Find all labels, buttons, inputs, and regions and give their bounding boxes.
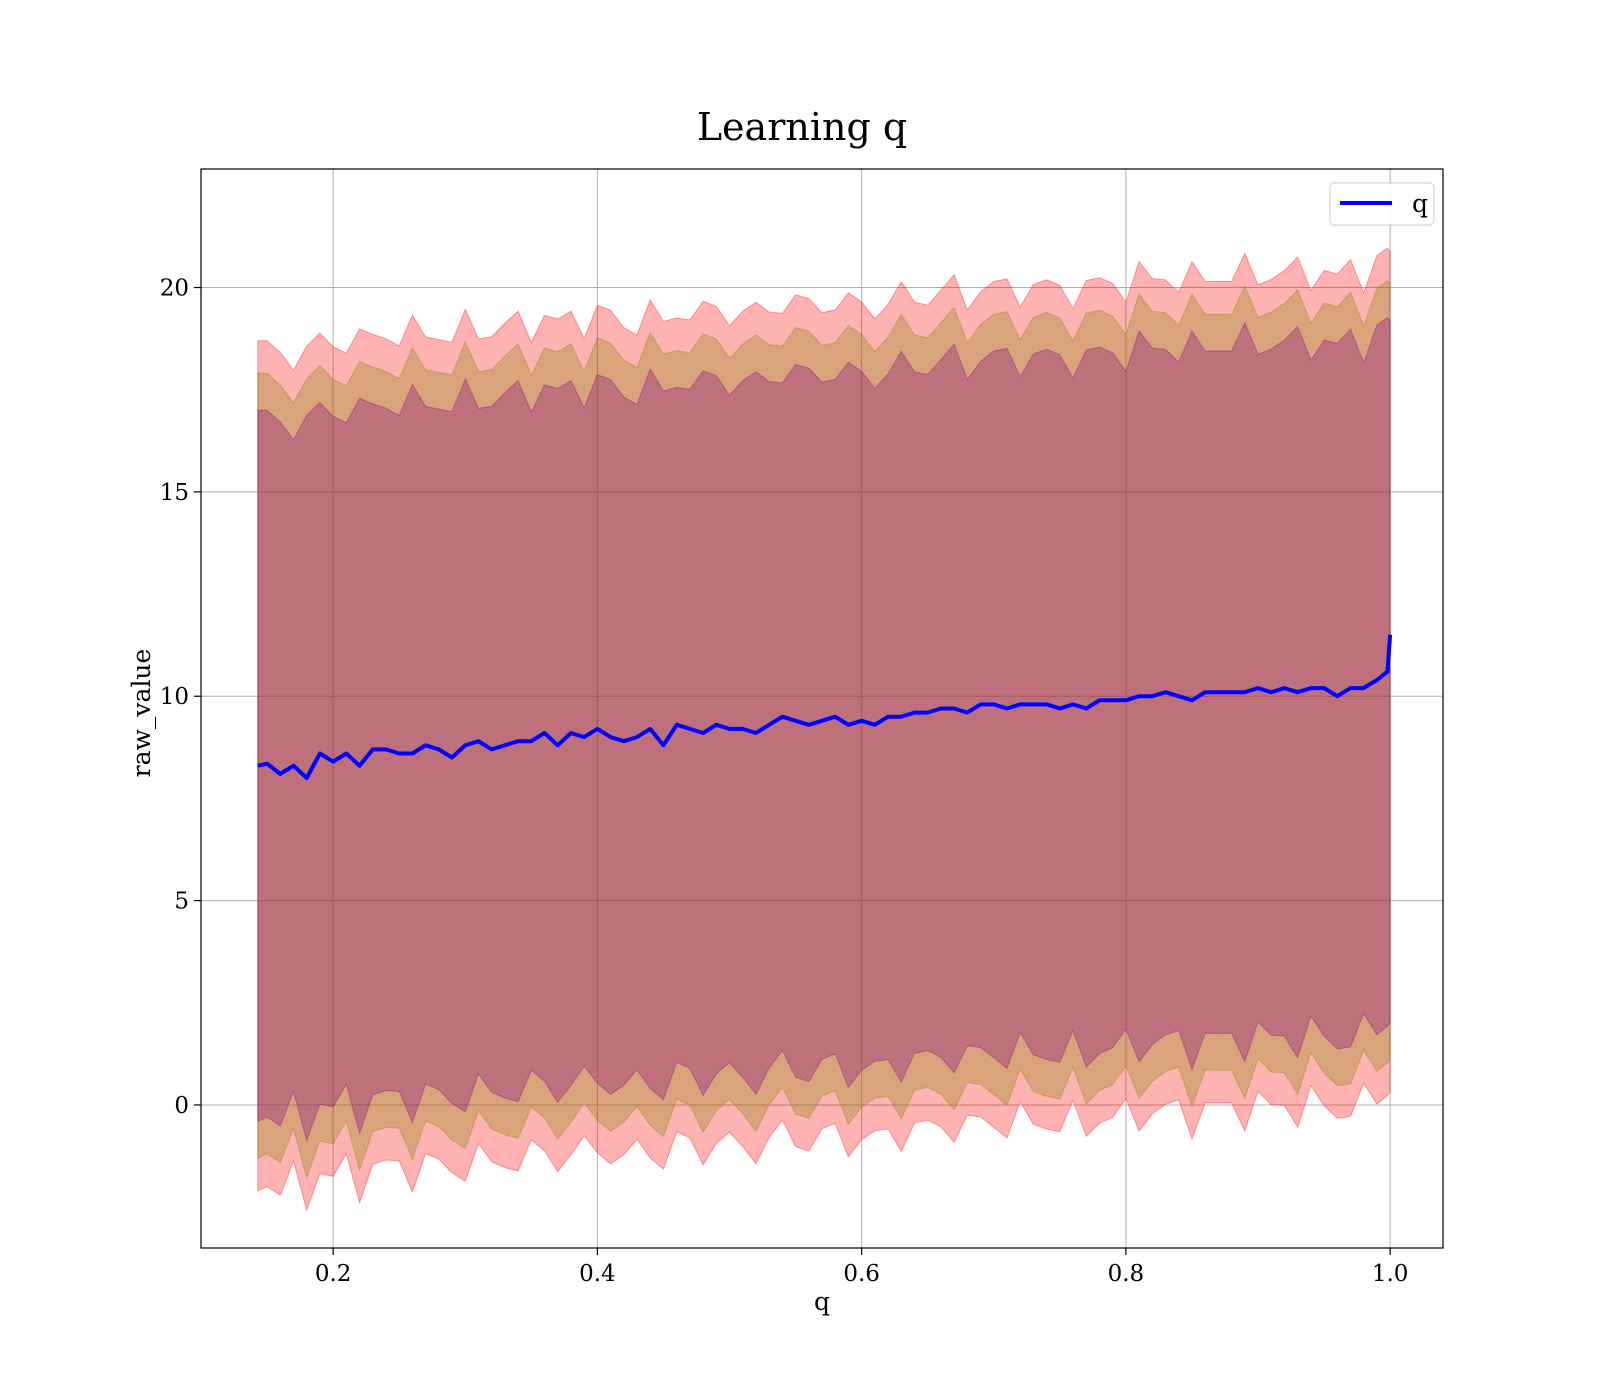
x-tick-label: 0.2 bbox=[315, 1261, 352, 1287]
series-line-q bbox=[257, 634, 1393, 780]
confidence-band bbox=[257, 280, 1391, 1179]
confidence-band bbox=[257, 247, 1391, 1212]
axes-frame bbox=[200, 168, 1444, 1249]
plot-area bbox=[201, 169, 1443, 1248]
legend: q bbox=[1329, 182, 1435, 226]
y-axis-label: raw_value bbox=[127, 649, 156, 778]
x-tick-label: 0.4 bbox=[579, 1261, 616, 1287]
data-lines bbox=[257, 634, 1393, 780]
x-tick-label: 1.0 bbox=[1372, 1261, 1409, 1287]
confidence-band bbox=[257, 316, 1391, 1143]
y-tick-label: 5 bbox=[174, 889, 189, 915]
grid-lines bbox=[201, 169, 1443, 1248]
y-tick-label: 10 bbox=[160, 684, 189, 710]
x-tick-label: 0.8 bbox=[1108, 1261, 1145, 1287]
confidence-bands bbox=[257, 247, 1391, 1212]
x-axis-label: q bbox=[814, 1287, 830, 1316]
y-tick-label: 20 bbox=[160, 276, 189, 302]
x-axis-ticks: 0.2 0.4 0.6 0.8 1.0 bbox=[315, 1248, 1409, 1287]
legend-label-q: q bbox=[1412, 189, 1428, 218]
chart-title: Learning q bbox=[697, 105, 907, 149]
y-axis-ticks: 0 5 10 15 20 bbox=[160, 276, 201, 1119]
y-tick-label: 15 bbox=[160, 480, 189, 506]
y-tick-label: 0 bbox=[174, 1093, 189, 1119]
x-tick-label: 0.6 bbox=[843, 1261, 880, 1287]
